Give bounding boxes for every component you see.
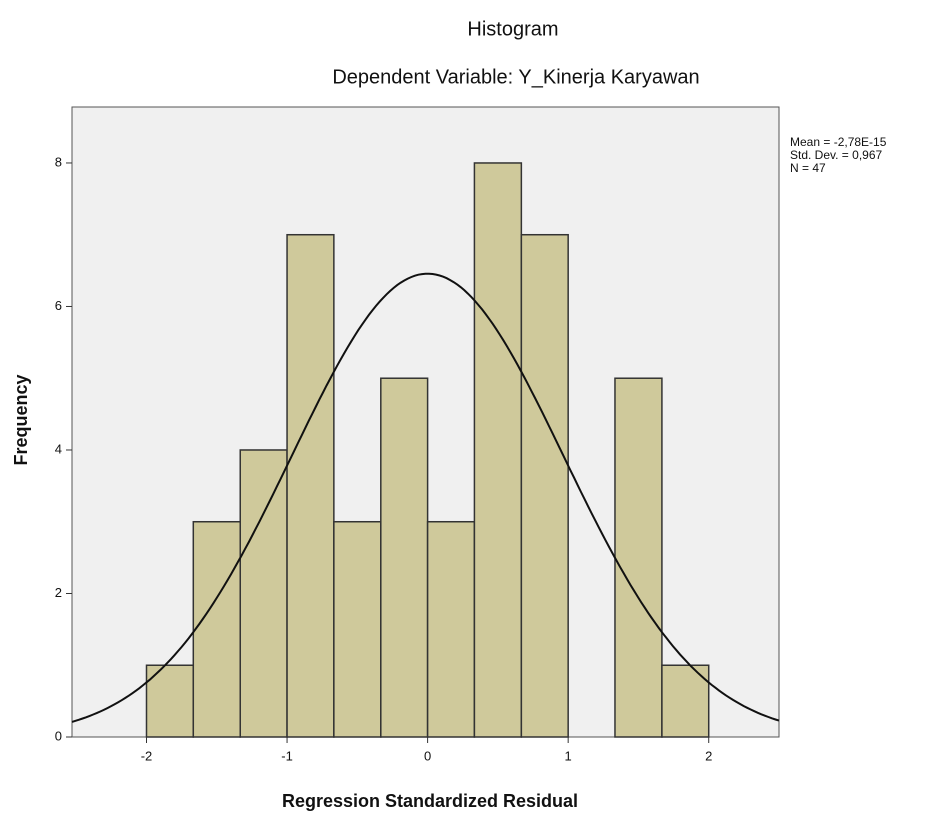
- stats-label: N = 47: [790, 161, 826, 175]
- stats-label: Std. Dev. = 0,967: [790, 148, 882, 162]
- x-tick-label: -2: [141, 748, 153, 763]
- bar: [473, 162, 523, 738]
- bar: [426, 520, 476, 738]
- x-tick-label: 1: [565, 748, 572, 763]
- bar: [145, 664, 195, 738]
- normal-curve: [71, 272, 780, 723]
- x-tick-label: -1: [281, 748, 293, 763]
- bar: [380, 377, 429, 738]
- bar: [333, 520, 382, 738]
- x-axis-label: Regression Standardized Residual: [282, 791, 578, 811]
- y-tick-label: 8: [55, 154, 62, 169]
- bar: [192, 520, 241, 738]
- bar: [614, 377, 663, 738]
- y-axis-label: Frequency: [11, 374, 31, 465]
- y-tick-label: 2: [55, 585, 62, 600]
- bar: [520, 233, 569, 738]
- y-tick-label: 0: [55, 728, 62, 743]
- chart-title: Histogram: [467, 18, 558, 40]
- y-tick-label: 6: [55, 298, 62, 313]
- x-tick-label: 2: [705, 748, 712, 763]
- bar: [661, 664, 710, 738]
- y-tick-label: 4: [55, 441, 62, 456]
- bar: [239, 449, 288, 738]
- bar: [286, 233, 335, 738]
- chart-subtitle: Dependent Variable: Y_Kinerja Karyawan: [332, 66, 699, 88]
- x-tick-label: 0: [424, 748, 431, 763]
- stats-label: Mean = -2,78E-15: [790, 135, 887, 149]
